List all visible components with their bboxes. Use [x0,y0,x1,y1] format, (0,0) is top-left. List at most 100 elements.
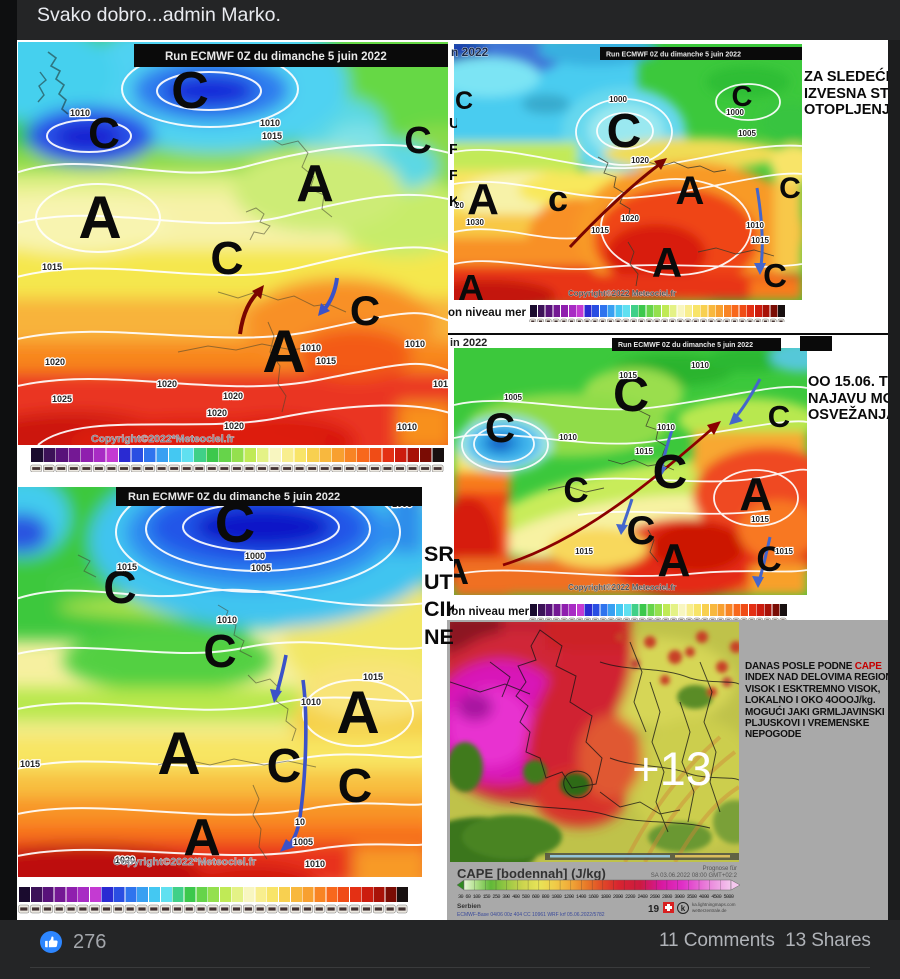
svg-text:C: C [203,625,236,677]
svg-text:C: C [267,740,302,793]
svg-text:C: C [338,760,373,813]
svg-text:1015: 1015 [575,547,593,556]
svg-text:A: A [78,184,121,251]
svg-text:A: A [652,239,682,286]
svg-text:1005: 1005 [293,837,313,847]
svg-text:1010: 1010 [217,615,237,625]
svg-text:n 2022: n 2022 [451,45,489,59]
svg-text:1020: 1020 [631,156,649,165]
svg-text:1020: 1020 [224,421,244,431]
svg-text:1020: 1020 [223,391,243,401]
svg-text:CAPE [bodennah] (J/kg): CAPE [bodennah] (J/kg) [457,866,606,881]
svg-text:c: c [548,178,568,219]
svg-text:C: C [404,120,431,162]
svg-text:Run ECMWF 0Z du dimanche 5 jui: Run ECMWF 0Z du dimanche 5 juin 2022 [165,51,387,63]
svg-text:1015: 1015 [262,131,282,141]
svg-text:Copyright©2022 Meteociel.fr: Copyright©2022 Meteociel.fr [568,289,676,298]
svg-text:1015: 1015 [316,356,336,366]
svg-text:C: C [485,404,515,451]
svg-text:Prognose für: Prognose für [703,866,737,872]
svg-text:A: A [448,551,469,592]
svg-text:on niveau mer: on niveau mer [448,307,526,319]
svg-text:1020: 1020 [621,214,639,223]
svg-text:ka.lightningmaps.com: ka.lightningmaps.com [692,902,736,907]
svg-text:1010: 1010 [305,859,325,869]
svg-text:10: 10 [295,817,305,827]
svg-text:A: A [467,175,499,224]
svg-text:in 2022: in 2022 [450,337,487,349]
svg-text:C: C [613,366,649,422]
svg-text:A: A [157,720,200,787]
svg-text:Run ECMWF 0Z du dimanche 5 jui: Run ECMWF 0Z du dimanche 5 juin 2022 [618,342,753,349]
svg-text:C: C [88,109,120,158]
svg-text:A: A [458,267,484,308]
svg-text:30 60 100 150 250 300 400 500: 30 60 100 150 250 300 400 500 600 800 10… [458,894,734,900]
svg-text:C: C [756,540,781,579]
svg-text:A: A [657,534,690,586]
svg-text:1010: 1010 [70,108,90,118]
svg-text:1020: 1020 [157,379,177,389]
svg-text:C: C [653,446,688,499]
svg-text:1025: 1025 [52,394,72,404]
svg-text:1010: 1010 [301,343,321,353]
svg-text:C: C [563,471,588,510]
svg-text:Run ECMWF 0Z du dimanche 5 jui: Run ECMWF 0Z du dimanche 5 juin 2022 [606,52,741,59]
svg-text:C: C [350,287,380,334]
svg-text:1005: 1005 [251,563,271,573]
svg-text:1015: 1015 [20,759,40,769]
svg-text:A: A [262,318,305,385]
svg-text:k: k [681,904,686,913]
svg-text:1000: 1000 [245,551,265,561]
svg-text:1010: 1010 [301,697,321,707]
svg-text:1015: 1015 [751,236,769,245]
svg-text:1020: 1020 [45,357,65,367]
svg-text:C: C [607,105,642,158]
svg-text:1005: 1005 [738,129,756,138]
svg-text:Run ECMWF 0Z du dimanche 5 jui: Run ECMWF 0Z du dimanche 5 juin 2022 [128,491,340,503]
svg-text:1010: 1010 [657,423,675,432]
svg-text:19: 19 [648,904,660,915]
svg-text:1015: 1015 [591,226,609,235]
svg-text:1010: 1010 [559,433,577,442]
svg-text:C: C [103,561,136,613]
svg-text:1015: 1015 [363,672,383,682]
svg-text:1010: 1010 [405,339,425,349]
svg-text:wetterzentrale.de: wetterzentrale.de [692,908,727,913]
svg-text:A: A [676,169,705,213]
svg-text:1030: 1030 [466,218,484,227]
svg-text:C: C [763,257,787,294]
svg-text:Copyright©2022*Meteociel.fr: Copyright©2022*Meteociel.fr [91,433,234,445]
svg-text:A: A [183,809,221,867]
svg-text:C: C [455,87,473,115]
svg-text:C: C [627,509,656,553]
svg-text:1010: 1010 [746,221,764,230]
svg-text:C: C [171,62,209,120]
svg-text:1020: 1020 [207,408,227,418]
svg-text:Serbien: Serbien [457,903,481,910]
svg-text:A: A [296,155,334,213]
svg-text:C: C [732,81,753,113]
svg-text:1015: 1015 [433,379,448,389]
svg-text:A: A [739,468,772,520]
svg-text:1015: 1015 [117,562,137,572]
svg-text:C: C [210,232,243,284]
svg-text:1000: 1000 [609,95,627,104]
svg-text:1015: 1015 [42,262,62,272]
svg-text:Copyright©2022*Meteociel.fr: Copyright©2022*Meteociel.fr [113,856,256,868]
svg-text:+13: +13 [632,742,712,795]
svg-text:1010: 1010 [260,118,280,128]
svg-text:ECMWF-Base 04/06 00z 404 CC 10: ECMWF-Base 04/06 00z 404 CC 10961 WRF kr… [457,912,605,918]
svg-text:ion niveau mer: ion niveau mer [448,606,530,618]
svg-text:C: C [768,399,790,434]
svg-text:1015: 1015 [775,547,793,556]
svg-text:1015: 1015 [619,371,637,380]
svg-text:1000: 1000 [726,108,744,117]
svg-text:Copyright©2022 Meteociel.fr: Copyright©2022 Meteociel.fr [568,583,676,592]
svg-text:1015: 1015 [751,515,769,524]
svg-text:SA 03.06.2022 08:00 GMT+02:2: SA 03.06.2022 08:00 GMT+02:2 [651,873,738,879]
svg-text:1010: 1010 [397,422,417,432]
svg-text:C: C [779,172,801,205]
svg-text:1005: 1005 [504,393,522,402]
svg-text:1010: 1010 [691,361,709,370]
svg-text:1020: 1020 [115,855,135,865]
